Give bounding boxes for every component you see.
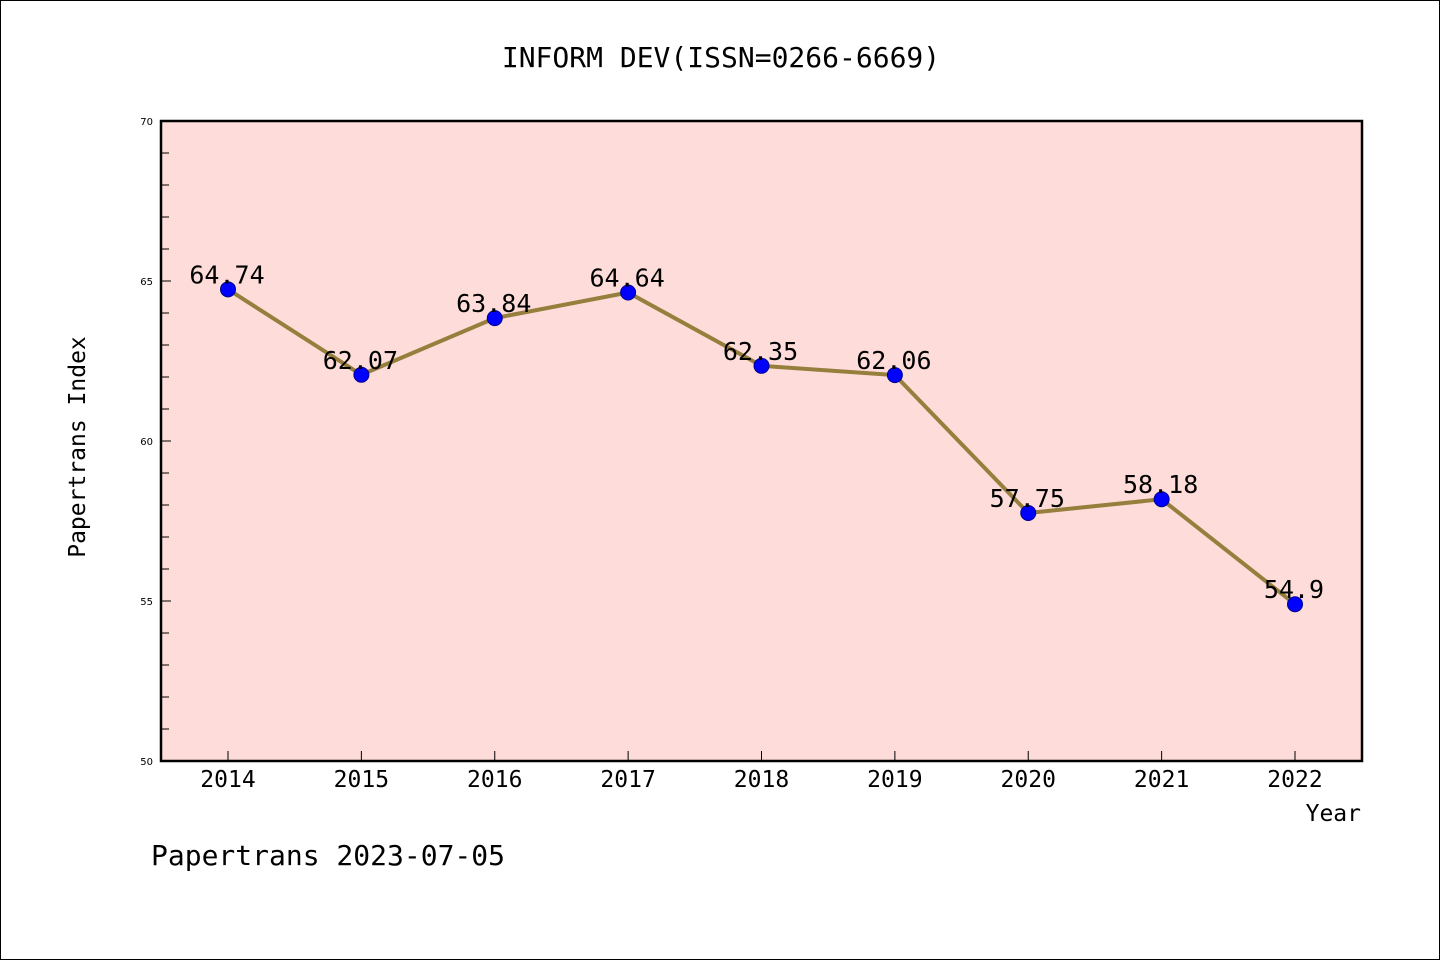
data-label: 64.64 bbox=[589, 264, 664, 293]
data-point bbox=[886, 367, 903, 384]
data-label: 62.06 bbox=[856, 346, 931, 375]
data-point bbox=[486, 310, 503, 327]
x-tick-label: 2014 bbox=[200, 767, 255, 793]
plot-border bbox=[159, 119, 1364, 763]
data-point bbox=[1287, 596, 1303, 613]
x-tick-label: 2020 bbox=[1001, 767, 1056, 793]
y-tick-label: 70 bbox=[140, 117, 153, 128]
y-tick-label: 55 bbox=[140, 597, 153, 608]
data-point bbox=[753, 357, 770, 374]
data-point bbox=[1020, 505, 1037, 521]
data-label: 63.84 bbox=[456, 289, 531, 318]
y-axis-label: Papertrans Index bbox=[65, 336, 91, 558]
y-tick-label: 65 bbox=[140, 277, 153, 288]
data-label: 62.35 bbox=[723, 337, 798, 366]
data-point bbox=[353, 366, 370, 383]
x-tick-label: 2022 bbox=[1267, 767, 1322, 793]
x-tick-label: 2016 bbox=[467, 767, 522, 793]
data-point bbox=[220, 281, 236, 298]
data-point bbox=[1153, 491, 1170, 508]
data-label: 58.18 bbox=[1123, 470, 1198, 499]
x-tick-label: 2015 bbox=[334, 767, 389, 793]
data-label: 57.75 bbox=[990, 484, 1065, 513]
chart-title: INFORM DEV(ISSN=0266-6669) bbox=[502, 41, 940, 74]
data-label: 54.9 bbox=[1264, 575, 1324, 604]
data-label: 64.74 bbox=[189, 260, 264, 289]
x-tick-label: 2019 bbox=[867, 767, 922, 793]
x-tick-label: 2017 bbox=[600, 767, 655, 793]
data-label: 62.07 bbox=[323, 346, 398, 375]
x-tick-label: 2021 bbox=[1134, 767, 1189, 793]
y-tick-label: 50 bbox=[140, 757, 153, 768]
data-point bbox=[620, 284, 637, 301]
x-tick-label: 2018 bbox=[734, 767, 789, 793]
footer-date: Papertrans 2023-07-05 bbox=[151, 839, 505, 872]
x-axis-label: Year bbox=[1306, 801, 1361, 827]
y-tick-label: 60 bbox=[140, 437, 153, 448]
plot-area bbox=[161, 121, 1362, 761]
